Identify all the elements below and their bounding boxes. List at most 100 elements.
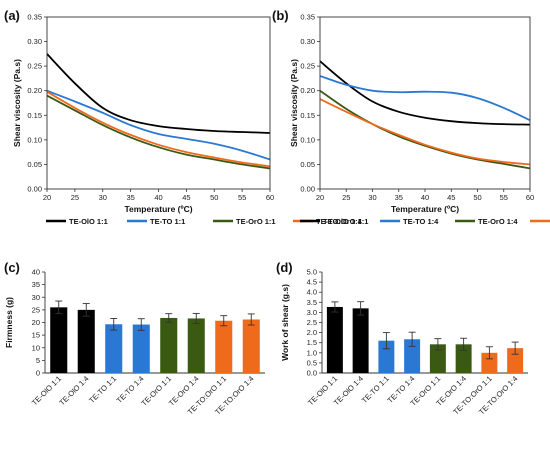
y-axis-label: Firmness (g): [4, 297, 14, 348]
bar: [326, 306, 343, 373]
panel-label: (b): [272, 8, 289, 23]
legend-label: TE-TO 1:4: [403, 217, 439, 226]
bar: [404, 339, 421, 373]
plot-frame: [319, 16, 531, 190]
y-tick-label: 35: [32, 280, 40, 289]
series-line: [46, 53, 271, 134]
y-tick-label: 20: [32, 318, 40, 327]
y-tick-label: 0: [36, 369, 40, 378]
plot-frame: [46, 16, 271, 190]
y-tick-label: 0.05: [27, 160, 42, 169]
x-tick-label: 55: [238, 193, 246, 202]
y-tick-label: 0.35: [300, 13, 315, 22]
y-tick-label: 0.20: [27, 86, 42, 95]
legend-label: TE-OlO 1:1: [69, 217, 108, 226]
bar: [507, 348, 524, 373]
y-axis-label: Shear viscosity (Pa.s): [12, 59, 22, 147]
x-tick-label: 30: [368, 193, 376, 202]
y-tick-label: 10: [32, 343, 40, 352]
bar: [160, 317, 178, 373]
x-tick-label: 60: [266, 193, 274, 202]
legend-label: TE-OlO 1:4: [323, 217, 363, 226]
y-tick-label: 1.0: [307, 348, 317, 357]
y-tick-label: 0.30: [300, 37, 315, 46]
y-tick-label: 0.25: [300, 62, 315, 71]
y-tick-label: 0.5: [307, 358, 317, 367]
y-tick-label: 30: [32, 293, 40, 302]
y-tick-label: 40: [32, 268, 40, 277]
x-axis-label: Temperature (ºC): [391, 204, 459, 214]
x-tick-label: 35: [126, 193, 134, 202]
x-tick-label: 40: [421, 193, 429, 202]
x-tick-label: 25: [71, 193, 79, 202]
bar: [132, 324, 150, 373]
y-tick-label: 3.5: [307, 298, 317, 307]
series-line: [319, 75, 531, 122]
x-tick-label: TE-OlO 1:4: [57, 374, 90, 407]
bar: [378, 340, 395, 373]
y-tick-label: 5.0: [307, 268, 317, 277]
chart-panel: (c) 0 5 10 15 20 25 30 35 40 Firmness (g) TE-OlO 1:…: [4, 260, 265, 417]
x-tick-label: 35: [395, 193, 403, 202]
y-axis-label: Work of shear (g.s): [280, 284, 290, 361]
legend-label: TE-TO 1:1: [150, 217, 185, 226]
y-tick-label: 0.30: [27, 37, 42, 46]
legend: TE-OlO 1:1 TE-TO 1:1 TE-OrO 1:1 TE-TO:OrO 1…: [46, 217, 368, 226]
series-line: [319, 89, 531, 170]
y-tick-label: 0.00: [27, 185, 42, 194]
y-tick-label: 15: [32, 331, 40, 340]
bar: [105, 324, 123, 373]
x-tick-label: 50: [473, 193, 481, 202]
bar: [481, 352, 498, 373]
x-tick-label: TE-TO 1:1: [87, 374, 118, 405]
x-axis-label: Temperature (ºC): [124, 204, 192, 214]
bar: [352, 308, 369, 373]
bar: [50, 307, 68, 373]
y-tick-label: 0.10: [27, 135, 42, 144]
y-tick-label: 0.15: [27, 111, 42, 120]
bar: [187, 318, 205, 373]
chart-panel: (d) 0.0 0.51.01.52.02.53.03.54.04.55.0 Work…: [276, 260, 528, 417]
legend-label: TE-OrO 1:4: [478, 217, 518, 226]
x-tick-label: 45: [182, 193, 190, 202]
bar: [429, 344, 446, 373]
x-tick-label: 20: [316, 193, 324, 202]
series-line: [46, 90, 271, 168]
chart-panel: (b) 0.00 0.05 0.10 0.15 0.20 0.25 0.30 0.35 Shear…: [272, 8, 550, 226]
chart-panel: (a) 0.00 0.05 0.10 0.15 0.20 0.25 0.30 0.35 Shear…: [4, 8, 368, 226]
x-tick-label: 30: [99, 193, 107, 202]
y-tick-label: 0.35: [27, 13, 42, 22]
panel-label: (c): [4, 260, 20, 275]
y-tick-label: 2.0: [307, 328, 317, 337]
legend: TE-OlO 1:4 TE-TO 1:4 TE-OrO 1:4 TE-TO:OrO 1…: [300, 217, 550, 226]
y-tick-label: 3.0: [307, 308, 317, 317]
y-tick-label: 0.20: [300, 86, 315, 95]
series-line: [319, 60, 531, 126]
y-tick-label: 0.25: [27, 62, 42, 71]
y-tick-label: 0.05: [300, 160, 315, 169]
y-tick-label: 1.5: [307, 338, 317, 347]
y-axis-label: Shear viscosity (Pa.s): [289, 59, 299, 147]
bar: [455, 344, 472, 373]
x-tick-label: 60: [526, 193, 534, 202]
series-line: [46, 89, 271, 161]
x-tick-label: 40: [154, 193, 162, 202]
bar: [215, 320, 233, 373]
y-tick-label: 0.15: [300, 111, 315, 120]
legend-label: TE-OrO 1:1: [236, 217, 276, 226]
y-tick-label: 0.00: [300, 185, 315, 194]
y-tick-label: 2.5: [307, 318, 317, 327]
legend-label: TE-TO:OrO 1:1: [316, 217, 368, 226]
y-tick-label: 4.5: [307, 278, 317, 287]
x-tick-label: 55: [500, 193, 508, 202]
panel-label: (d): [276, 260, 293, 275]
panel-label: (a): [4, 8, 20, 23]
bar: [77, 309, 95, 373]
y-tick-label: 0.10: [300, 135, 315, 144]
x-tick-label: 20: [43, 193, 51, 202]
y-tick-label: 5: [36, 356, 40, 365]
y-tick-label: 25: [32, 305, 40, 314]
bar: [242, 319, 260, 373]
x-tick-label: 25: [342, 193, 350, 202]
